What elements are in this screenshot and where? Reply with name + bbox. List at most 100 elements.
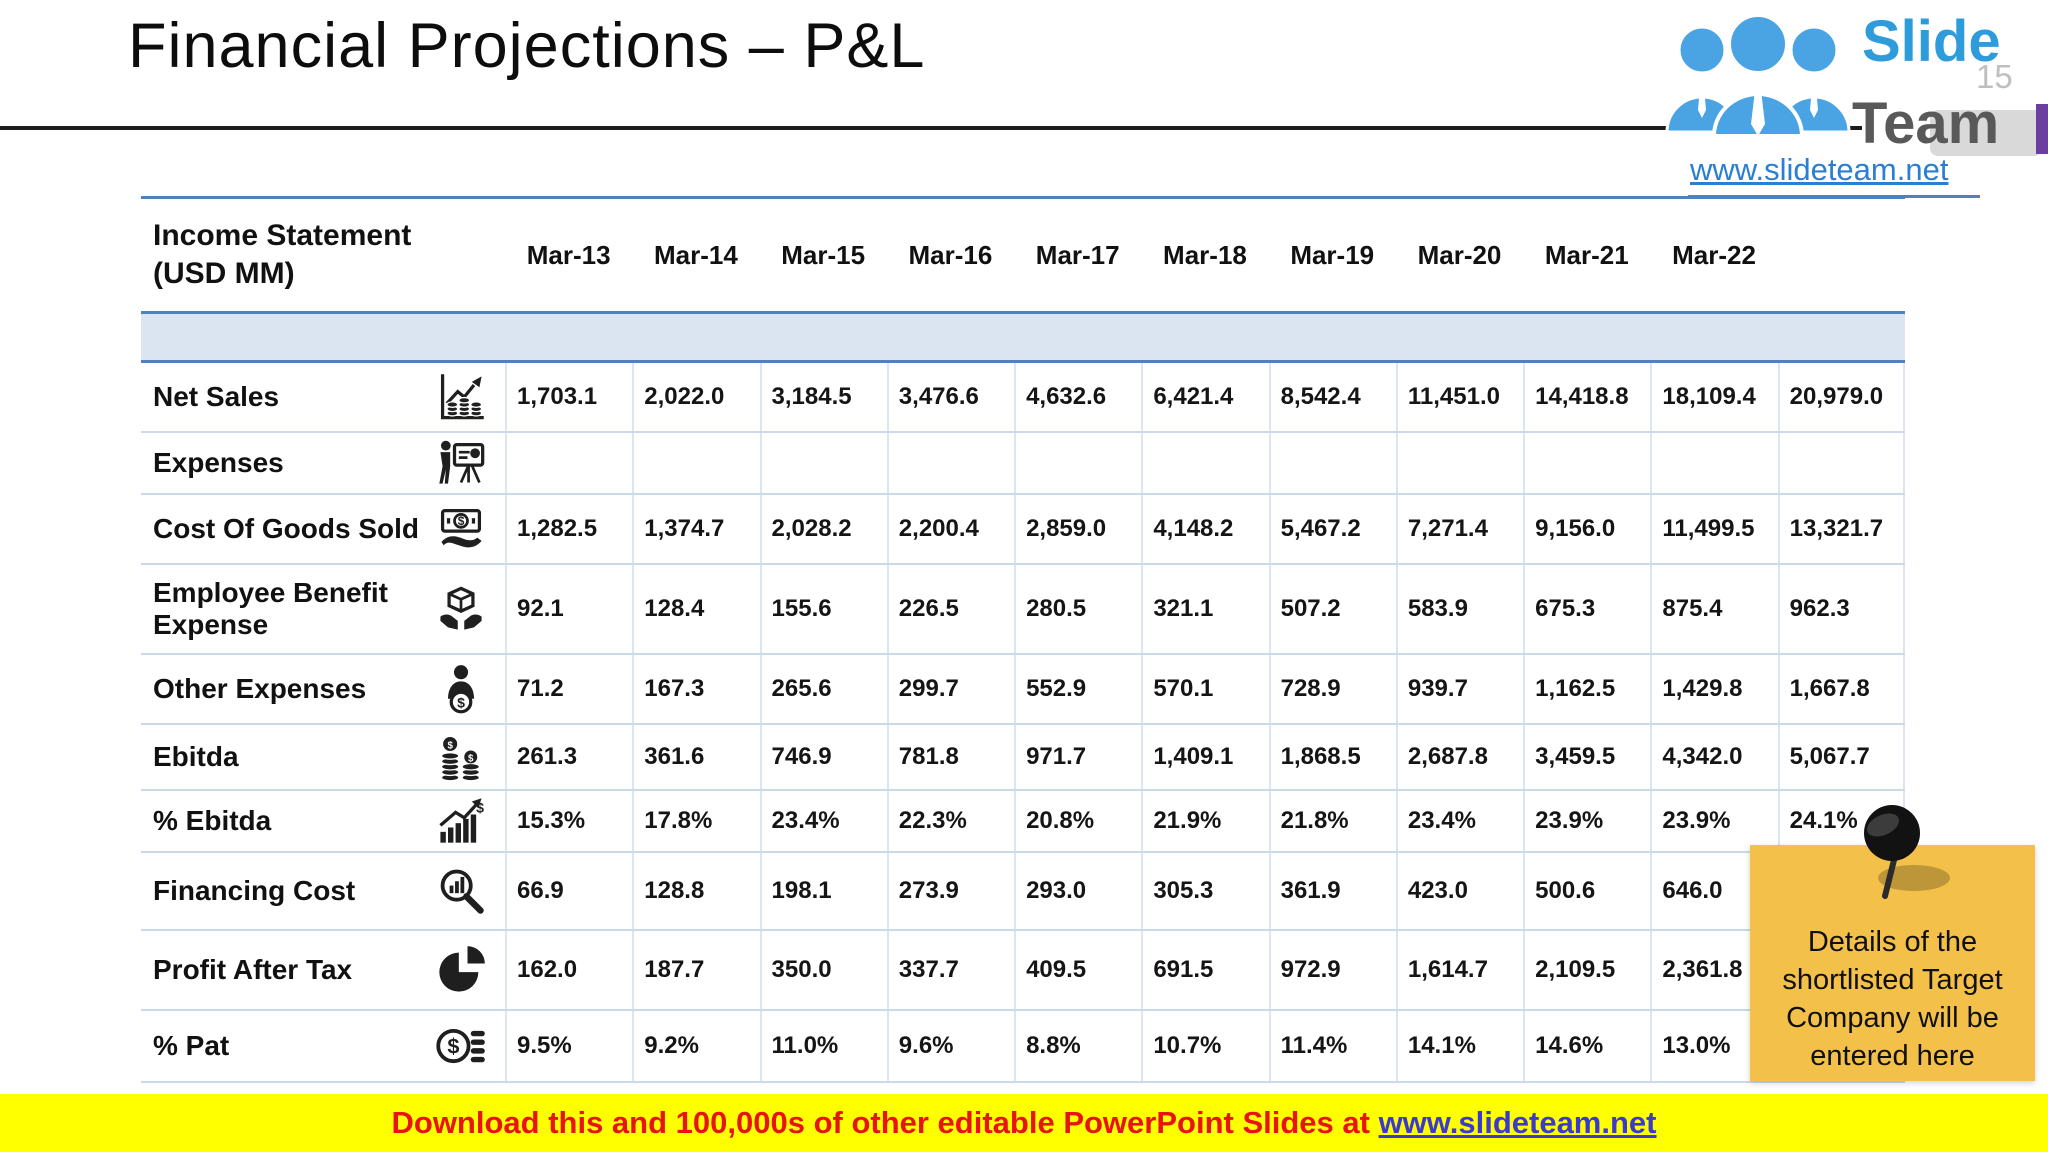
table-cell: 11.0% xyxy=(759,1011,887,1081)
table-cell: 9.5% xyxy=(505,1011,632,1081)
table-cell: 22.3% xyxy=(886,791,1014,851)
magnifier-chart-icon xyxy=(435,865,487,917)
row-label: Expenses xyxy=(153,447,284,478)
table-cell: 1,282.5 xyxy=(505,495,632,563)
table-cell: 305.3 xyxy=(1141,853,1268,929)
table-cell: 4,632.6 xyxy=(1014,363,1141,431)
row-label-cell: Expenses xyxy=(141,433,505,493)
person-dollar-icon: $ xyxy=(435,663,487,715)
table-cell: 971.7 xyxy=(1014,725,1141,789)
income-statement-table: Income Statement (USD MM) Mar-13 Mar-14 Ma… xyxy=(141,196,1905,1083)
row-label: Profit After Tax xyxy=(153,954,353,985)
table-cell: 198.1 xyxy=(759,853,887,929)
column-header: Mar-20 xyxy=(1417,239,1502,270)
table-cell xyxy=(1141,433,1268,493)
row-label-cell: % Pat $ xyxy=(141,1011,505,1081)
table-row: Expenses xyxy=(141,433,1905,495)
table-cell xyxy=(505,433,632,493)
table-row: Employee Benefit Expense 92.1 128.4 155.6 22… xyxy=(141,565,1905,655)
table-cell: 9.2% xyxy=(632,1011,759,1081)
row-label-cell: Other Expenses $ xyxy=(141,655,505,723)
table-row: Financing Cost 66.9 128.8 198.1 273.9 293.0 30… xyxy=(141,853,1905,931)
table-cell: 2,687.8 xyxy=(1395,725,1523,789)
row-label: % Pat xyxy=(153,1030,230,1061)
table-cell: 361.6 xyxy=(632,725,759,789)
hands-holding-box-icon xyxy=(435,583,487,635)
svg-text:$: $ xyxy=(458,514,465,528)
table-cell: 92.1 xyxy=(505,565,632,653)
table-header-row: Income Statement (USD MM) Mar-13 Mar-14 Ma… xyxy=(141,199,1905,311)
table-cell: 675.3 xyxy=(1523,565,1650,653)
table-cell: 321.1 xyxy=(1141,565,1268,653)
row-label-cell: Cost Of Goods Sold $ xyxy=(141,495,505,563)
column-header: Mar-17 xyxy=(1035,239,1120,270)
table-cell: 167.3 xyxy=(632,655,759,723)
table-cell: 552.9 xyxy=(1014,655,1141,723)
table-cell: 265.6 xyxy=(759,655,887,723)
growth-bars-dollar-icon: $ xyxy=(435,795,487,847)
column-header: Mar-22 xyxy=(1672,239,1756,270)
table-cell: 1,667.8 xyxy=(1777,655,1905,723)
table-cell: 261.3 xyxy=(505,725,632,789)
table-cell xyxy=(1268,433,1396,493)
table-cell xyxy=(632,433,759,493)
table-cell: 3,184.5 xyxy=(759,363,887,431)
banner-text: Download this and 100,000s of other edit… xyxy=(391,1105,1379,1140)
table-cell: 972.9 xyxy=(1268,931,1396,1009)
table-cell: 128.4 xyxy=(632,565,759,653)
table-cell: 1,409.1 xyxy=(1141,725,1268,789)
table-cell: 646.0 xyxy=(1650,853,1777,929)
banner-link[interactable]: www.slideteam.net xyxy=(1378,1105,1657,1140)
download-banner: Download this and 100,000s of other edit… xyxy=(0,1094,2048,1152)
table-cell: 1,374.7 xyxy=(632,495,759,563)
row-label: Cost Of Goods Sold xyxy=(153,513,419,544)
table-cell: 20,979.0 xyxy=(1777,363,1905,431)
logo-text-team: Team xyxy=(1852,91,2000,156)
row-label: Ebitda xyxy=(153,741,239,772)
table-cell: 1,868.5 xyxy=(1268,725,1396,789)
table-cell: 128.8 xyxy=(632,853,759,929)
pie-chart-icon xyxy=(435,944,487,996)
logo-url-link[interactable]: www.slideteam.net xyxy=(1690,152,1949,187)
table-cell: 23.9% xyxy=(1650,791,1777,851)
table-cell: 23.4% xyxy=(759,791,887,851)
pushpin-icon xyxy=(1842,796,1962,914)
column-header: Mar-15 xyxy=(781,239,866,270)
table-cell: 21.9% xyxy=(1141,791,1268,851)
table-cell: 6,421.4 xyxy=(1141,363,1268,431)
table-cell: 10.7% xyxy=(1141,1011,1268,1081)
table-cell: 423.0 xyxy=(1395,853,1523,929)
table-row: Cost Of Goods Sold $1,282.5 1,374.7 2,028.2… xyxy=(141,495,1905,565)
sticky-note: Details of the shortlisted Target Compan… xyxy=(1750,845,2035,1081)
table-cell: 2,361.8 xyxy=(1650,931,1777,1009)
table-cell: 4,342.0 xyxy=(1650,725,1777,789)
table-cell: 691.5 xyxy=(1141,931,1268,1009)
coin-stacks-icon: $ $ xyxy=(435,731,487,783)
svg-text:$: $ xyxy=(447,740,453,751)
table-cell: 4,148.2 xyxy=(1141,495,1268,563)
row-label-cell: Profit After Tax xyxy=(141,931,505,1009)
table-cell: 583.9 xyxy=(1395,565,1523,653)
column-header: Mar-13 xyxy=(526,239,611,270)
table-cell: 13,321.7 xyxy=(1777,495,1905,563)
table-row: Other Expenses $71.2 167.3 265.6 299.7 552.9 5… xyxy=(141,655,1905,725)
people-icon xyxy=(1656,10,1860,146)
table-cell: 875.4 xyxy=(1650,565,1777,653)
table-row: % Ebitda $15.3% 17.8% 23.4% 22.3% 20.8% 21.9% 2… xyxy=(141,791,1905,853)
table-cell: 507.2 xyxy=(1268,565,1396,653)
table-cell: 14,418.8 xyxy=(1523,363,1650,431)
table-cell: 155.6 xyxy=(759,565,887,653)
table-cell: 11,499.5 xyxy=(1650,495,1777,563)
column-header: Mar-14 xyxy=(653,239,738,270)
table-cell: 3,459.5 xyxy=(1523,725,1650,789)
table-cell: 23.4% xyxy=(1395,791,1523,851)
table-band-row xyxy=(141,311,1905,363)
table-row: Net Sales 1,703.1 2,022.0 3,184.5 3,476.6 4,6… xyxy=(141,363,1905,433)
table-cell: 8.8% xyxy=(1014,1011,1141,1081)
table-cell: 1,429.8 xyxy=(1650,655,1777,723)
table-cell: 781.8 xyxy=(886,725,1014,789)
table-cell: 293.0 xyxy=(1014,853,1141,929)
slideteam-logo: Slide 15 Team www.slideteam.net xyxy=(1650,4,2048,204)
table-cell xyxy=(1395,433,1523,493)
